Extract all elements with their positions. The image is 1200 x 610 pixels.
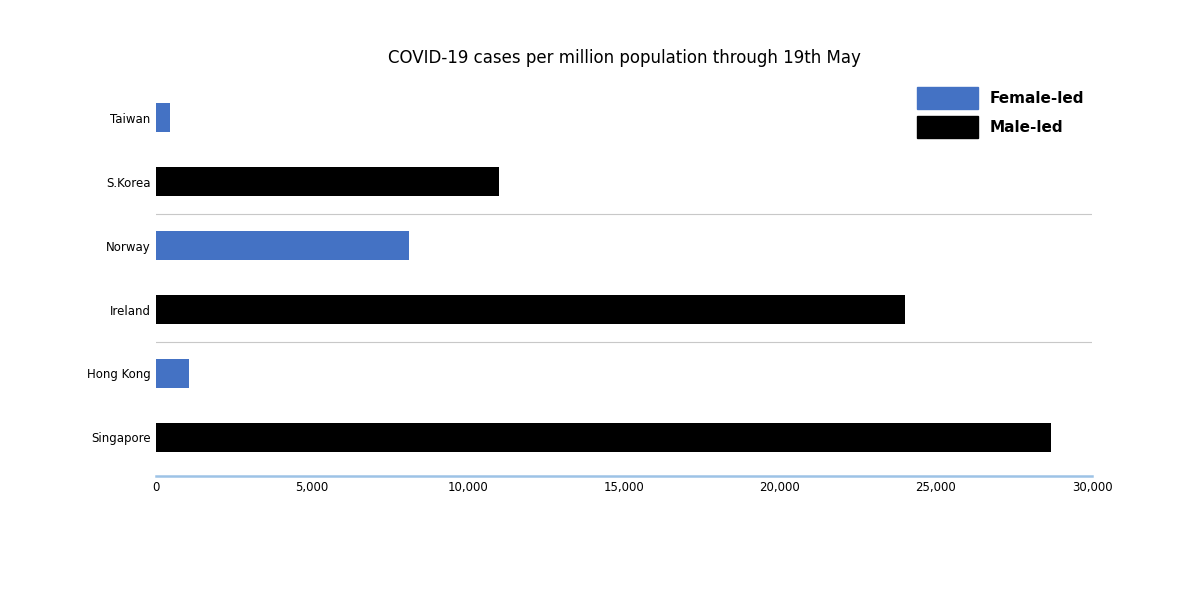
Bar bbox=[156, 103, 169, 132]
Bar bbox=[156, 167, 499, 196]
Legend: Female-led, Male-led: Female-led, Male-led bbox=[917, 87, 1085, 138]
Bar bbox=[156, 295, 905, 324]
Bar bbox=[156, 231, 409, 260]
Bar bbox=[156, 359, 188, 388]
Title: COVID-19 cases per million population through 19th May: COVID-19 cases per million population th… bbox=[388, 49, 860, 66]
Bar bbox=[156, 423, 1051, 452]
